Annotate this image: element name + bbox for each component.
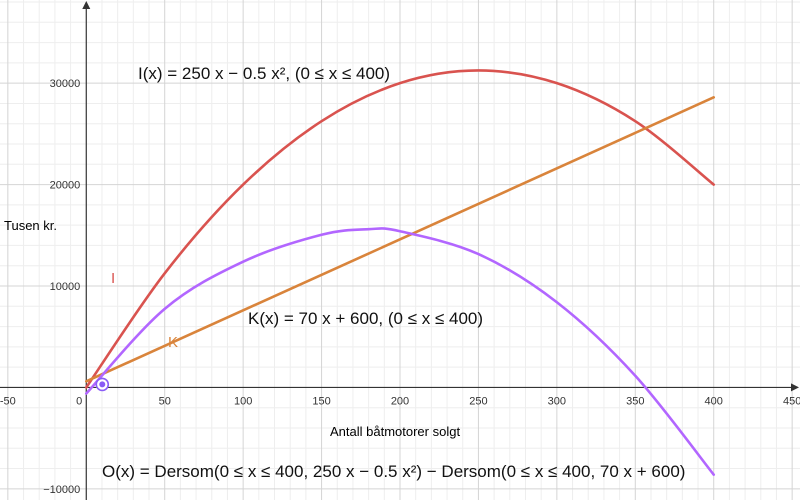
y-axis-label: Tusen kr. xyxy=(4,218,57,233)
x-tick-label: 200 xyxy=(391,395,409,407)
x-tick-label: 50 xyxy=(159,395,171,407)
x-tick-label: 150 xyxy=(312,395,330,407)
x-tick-label: 350 xyxy=(626,395,644,407)
x-tick-label: -50 xyxy=(0,395,16,407)
x-tick-label: 300 xyxy=(548,395,566,407)
formula-k: K(x) = 70 x + 600, (0 ≤ x ≤ 400) xyxy=(248,309,484,328)
x-axis-arrow xyxy=(791,383,799,392)
x-tick-label: 100 xyxy=(234,395,252,407)
x-tick-label: 400 xyxy=(705,395,723,407)
y-axis-arrow xyxy=(82,1,91,9)
series-curve-K[interactable] xyxy=(84,96,716,383)
formula-o: O(x) = Dersom(0 ≤ x ≤ 400, 250 x − 0.5 x… xyxy=(102,462,686,481)
y-tick-label: 20000 xyxy=(50,180,81,192)
point-marker[interactable] xyxy=(99,381,106,388)
x-tick-label: 250 xyxy=(469,395,487,407)
y-tick-label: 10000 xyxy=(50,281,81,293)
tick-labels: -50 0 50 100 150 200 250 300 350 400 450 −10000 1000… xyxy=(0,78,800,496)
series-curve-o-2[interactable] xyxy=(84,227,716,476)
curve-label-i: I xyxy=(111,270,116,287)
curve-label-k: K xyxy=(168,334,179,351)
x-axis-label: Antall båtmotorer solgt xyxy=(330,424,461,439)
y-tick-label: 30000 xyxy=(50,78,81,90)
y-tick-label: −10000 xyxy=(43,484,80,496)
x-tick-label: 0 xyxy=(76,395,82,407)
formula-i: I(x) = 250 x − 0.5 x², (0 ≤ x ≤ 400) xyxy=(138,64,391,83)
x-tick-label: 450 xyxy=(783,395,800,407)
series-curve-I[interactable] xyxy=(84,69,716,389)
curves[interactable] xyxy=(84,69,716,476)
